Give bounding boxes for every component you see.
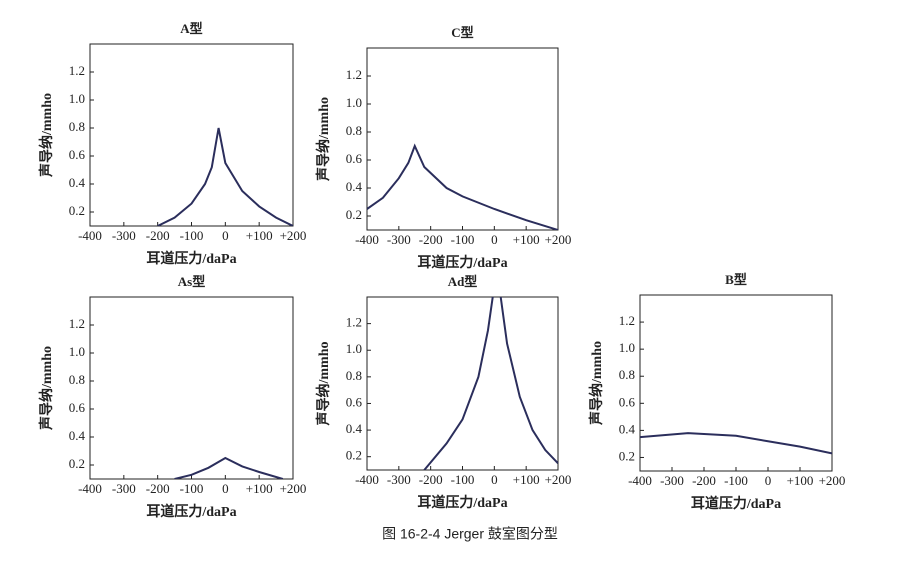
x-tick-label: 0 [491,232,498,247]
y-tick-label: 0.8 [346,368,362,383]
x-tick-label: -300 [387,232,411,247]
x-tick-label: -300 [660,473,684,488]
curve [174,456,284,479]
x-tick-label: 0 [491,472,498,487]
chart-title: C型 [451,25,473,40]
x-tick-label: -200 [146,481,170,496]
y-tick-label: 0.6 [69,400,86,415]
x-tick-label: +100 [513,472,540,487]
x-tick-label: -200 [419,472,443,487]
x-tick-label: -400 [78,481,102,496]
y-tick-label: 0.6 [346,394,363,409]
x-tick-label: +200 [280,481,307,496]
y-axis-label: 声导纳/mmho [588,341,605,426]
y-axis-label: 声导纳/mmho [38,346,55,431]
y-tick-label: 1.2 [619,313,635,328]
x-tick-label: -100 [724,473,748,488]
y-tick-label: 1.0 [346,341,362,356]
x-axis-label: 耳道压力/daPa [417,254,507,271]
x-tick-label: 0 [765,473,772,488]
x-axis-label: 耳道压力/daPa [146,503,236,520]
x-tick-label: +200 [545,232,572,247]
y-tick-label: 0.2 [346,448,362,463]
x-tick-label: 0 [222,228,229,243]
plot-frame [366,47,559,231]
x-tick-label: +200 [280,228,307,243]
x-tick-label: +200 [545,472,572,487]
y-tick-label: 0.6 [346,151,363,166]
y-tick-label: 0.4 [346,421,363,436]
x-tick-label: +100 [513,232,540,247]
y-tick-label: 1.2 [69,316,85,331]
x-tick-label: -400 [78,228,102,243]
y-tick-label: 0.2 [69,203,85,218]
y-tick-label: 1.0 [69,91,85,106]
y-axis-label: 声导纳/mmho [315,97,332,182]
x-tick-label: -200 [692,473,716,488]
x-tick-label: -100 [180,481,204,496]
plot-frame [89,296,294,480]
plot-frame [366,296,559,471]
y-axis-label: 声导纳/mmho [315,342,332,427]
y-tick-label: 0.8 [69,119,85,134]
x-tick-label: +200 [819,473,846,488]
x-tick-label: -400 [628,473,652,488]
chart-title: A型 [180,21,202,36]
y-tick-label: 1.2 [346,315,362,330]
x-axis-label: 耳道压力/daPa [417,494,507,511]
plot-frame [639,294,833,472]
y-tick-label: 0.4 [619,421,636,436]
plot-frame [89,43,294,227]
y-tick-label: 1.2 [346,67,362,82]
x-tick-label: -100 [451,472,475,487]
x-tick-label: -400 [355,232,379,247]
x-tick-label: -200 [146,228,170,243]
y-tick-label: 0.2 [346,207,362,222]
x-tick-label: -300 [112,481,136,496]
chart-title: Ad型 [448,274,478,289]
x-tick-label: +100 [246,228,273,243]
x-tick-label: -300 [387,472,411,487]
y-axis-label: 声导纳/mmho [38,93,55,178]
y-tick-label: 1.2 [69,63,85,78]
y-tick-label: 0.8 [346,123,362,138]
y-tick-label: 1.0 [69,344,85,359]
x-tick-label: -200 [419,232,443,247]
x-tick-label: +100 [246,481,273,496]
curve [157,127,293,226]
y-tick-label: 0.6 [69,147,86,162]
y-tick-label: 1.0 [619,340,635,355]
curve [367,143,558,230]
chart-title: B型 [725,272,747,287]
y-tick-label: 0.8 [619,367,635,382]
x-tick-label: 0 [222,481,229,496]
curve [423,297,558,470]
x-tick-label: -100 [451,232,475,247]
x-axis-label: 耳道压力/daPa [691,495,781,512]
y-tick-label: 0.4 [69,428,86,443]
x-tick-label: -100 [180,228,204,243]
x-axis-label: 耳道压力/daPa [146,250,236,267]
x-tick-label: -400 [355,472,379,487]
y-tick-label: 0.4 [69,175,86,190]
y-tick-label: 0.2 [69,456,85,471]
y-tick-label: 0.6 [619,394,636,409]
y-tick-label: 0.2 [619,448,635,463]
x-tick-label: +100 [787,473,814,488]
chart-title: As型 [178,274,205,289]
y-tick-label: 1.0 [346,95,362,110]
curve [640,432,832,455]
caption: 图 16-2-4 Jerger 鼓室图分型 [382,526,558,542]
x-tick-label: -300 [112,228,136,243]
y-tick-label: 0.8 [69,372,85,387]
y-tick-label: 0.4 [346,179,363,194]
